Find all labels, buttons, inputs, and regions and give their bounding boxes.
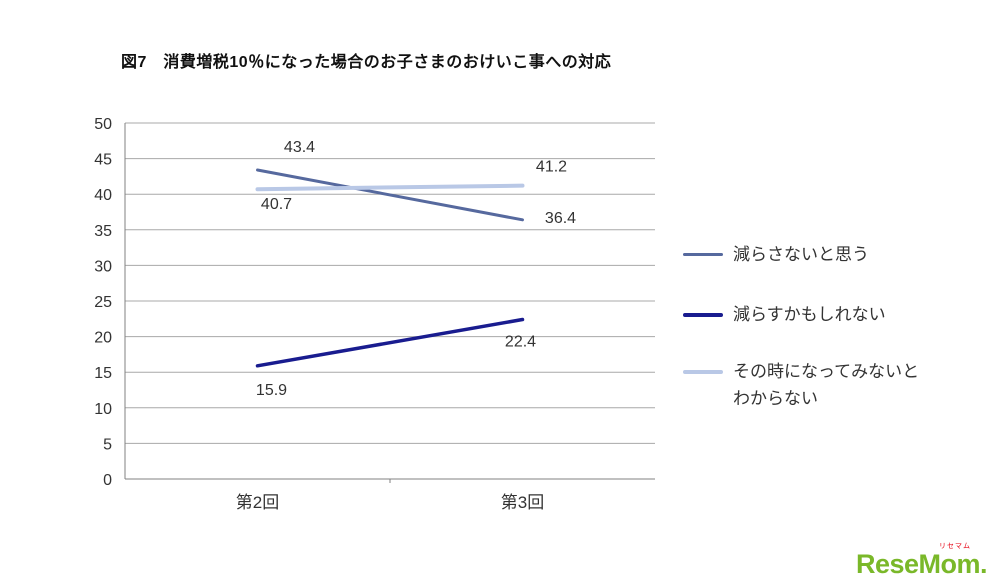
legend-item-might-reduce: 減らすかもしれない	[683, 301, 929, 328]
y-tick-label: 40	[94, 187, 112, 204]
resemom-logo-text: ReseMom.	[855, 549, 988, 579]
y-tick-label: 25	[94, 294, 112, 311]
data-label: 41.2	[536, 159, 567, 176]
y-tick-label: 10	[94, 401, 112, 418]
data-label: 15.9	[256, 382, 287, 399]
series-line	[255, 317, 525, 368]
series-line	[256, 168, 524, 222]
y-tick-label: 0	[103, 472, 112, 489]
data-label: 40.7	[261, 196, 292, 213]
x-category-label: 第3回	[501, 493, 544, 512]
legend-line-swatch	[683, 313, 723, 317]
y-tick-label: 35	[94, 223, 112, 240]
legend-line-swatch	[683, 370, 723, 374]
x-category-label: 第2回	[236, 493, 279, 512]
y-tick-label: 5	[103, 436, 112, 453]
resemom-logo: リセマム ReseMom.	[856, 543, 988, 580]
y-tick-label: 20	[94, 330, 112, 347]
legend-label: 減らすかもしれない	[733, 305, 886, 324]
data-label: 36.4	[545, 210, 576, 227]
data-label: 22.4	[505, 334, 536, 351]
legend-label: その時になってみないとわからない	[733, 362, 920, 408]
legend-item-wont-reduce: 減らさないと思う	[683, 241, 929, 268]
y-tick-label: 45	[94, 152, 112, 169]
resemom-logo-kana: リセマム	[939, 543, 971, 550]
series-line	[255, 183, 525, 192]
data-label: 43.4	[284, 139, 315, 156]
legend-item-dont-know: その時になってみないとわからない	[683, 358, 929, 412]
chart-title: 図7 消費増税10％になった場合のお子さまのおけいこ事への対応	[121, 54, 612, 71]
legend-line-swatch	[683, 253, 723, 256]
legend-label: 減らさないと思う	[733, 245, 869, 264]
y-tick-label: 15	[94, 365, 112, 382]
y-tick-label: 50	[94, 116, 112, 133]
y-tick-label: 30	[94, 258, 112, 275]
